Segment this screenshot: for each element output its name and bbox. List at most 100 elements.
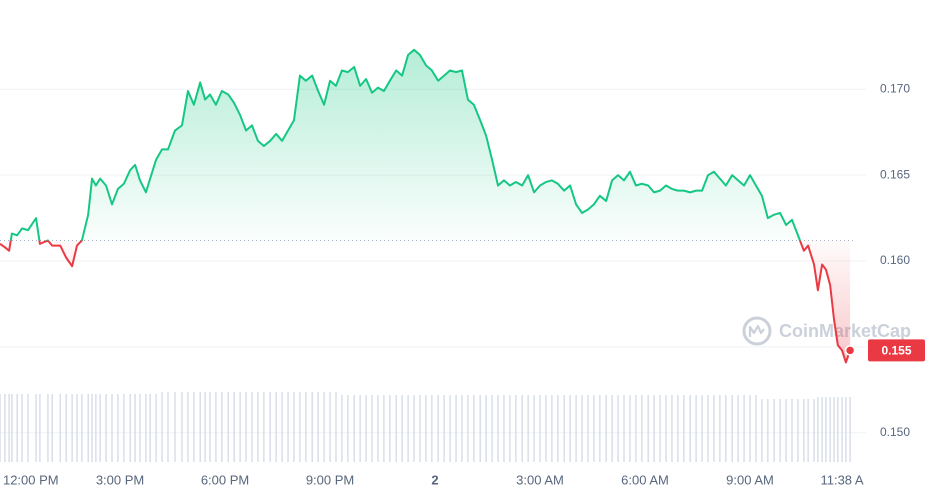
volume-bar [467, 395, 469, 462]
volume-bar [419, 395, 421, 462]
volume-bar [737, 395, 739, 462]
volume-bar [59, 394, 61, 462]
volume-bar [825, 397, 827, 462]
volume-bar [557, 395, 559, 462]
volume-bar [39, 394, 41, 462]
volume-bar [71, 394, 73, 462]
volume-bar [773, 399, 775, 462]
volume-bar [167, 392, 169, 462]
volume-bar [491, 395, 493, 462]
volume-bar [509, 395, 511, 462]
volume-bar [575, 395, 577, 462]
volume-bar [821, 397, 823, 462]
x-tick-label: 2 [431, 472, 438, 487]
volume-bar [641, 395, 643, 462]
plot [0, 48, 856, 364]
volume-bar [389, 395, 391, 462]
volume-bar [653, 395, 655, 462]
volume-bar [461, 395, 463, 462]
volume-bar [707, 395, 709, 462]
price-area [0, 49, 851, 363]
volume-bar [35, 394, 37, 462]
volume-bar [701, 395, 703, 462]
volume-bar [785, 399, 787, 462]
volume-bar [95, 394, 97, 462]
volume-bar [99, 394, 101, 462]
volume-bar [845, 397, 847, 462]
volume-bar [155, 394, 157, 462]
volume-bar [293, 392, 295, 462]
volume-bar [813, 399, 815, 462]
volume-bar [395, 395, 397, 462]
x-tick-label: 6:00 PM [201, 472, 249, 487]
volume-bar [21, 394, 23, 462]
volume-bar [245, 392, 247, 462]
volume-bar [269, 392, 271, 462]
watermark-logo [742, 316, 772, 346]
volume-bar [581, 395, 583, 462]
volume-bar [443, 395, 445, 462]
volume-bar [437, 395, 439, 462]
volume-bar [617, 395, 619, 462]
volume-bar [161, 392, 163, 462]
volume-bar [317, 392, 319, 462]
volume-bar [629, 395, 631, 462]
volume-bar [383, 395, 385, 462]
volume-bar [4, 394, 6, 462]
price-tag-label: 0.155 [881, 344, 911, 358]
volume-bar [695, 395, 697, 462]
x-tick-label: 3:00 AM [516, 472, 564, 487]
volume-bar [221, 392, 223, 462]
volume-bar [779, 399, 781, 462]
volume-bar [725, 395, 727, 462]
volume-bar [341, 395, 343, 462]
volume-bar [743, 395, 745, 462]
volume-bar [91, 394, 93, 462]
volume-bar [767, 399, 769, 462]
price-tag [868, 339, 925, 362]
volume-bar [257, 392, 259, 462]
volume-bar [11, 394, 13, 462]
x-tick-label: 9:00 PM [306, 472, 354, 487]
volume-bar [755, 395, 757, 462]
volume-bar [829, 397, 831, 462]
volume-bar [803, 399, 805, 462]
volume-bar [263, 392, 265, 462]
volume-bar [239, 392, 241, 462]
volume-bar [81, 394, 83, 462]
volume-bar [145, 394, 147, 462]
volume-bar [233, 392, 235, 462]
volume-bar [105, 394, 107, 462]
volume-bar [193, 392, 195, 462]
volume-bar [209, 392, 211, 462]
volume-bar [533, 395, 535, 462]
volume-bar [449, 395, 451, 462]
volume-bar [311, 392, 313, 462]
volume-bar [287, 392, 289, 462]
volume-bar [563, 395, 565, 462]
x-tick-label: 9:00 AM [726, 472, 774, 487]
y-tick-label: 0.165 [880, 167, 910, 181]
volume-bar [587, 395, 589, 462]
volume-bar [521, 395, 523, 462]
volume-bar [117, 394, 119, 462]
volume-bar [807, 399, 809, 462]
volume-bar [347, 395, 349, 462]
volume-bar [371, 395, 373, 462]
volume-bar [16, 394, 18, 462]
volume-bar [47, 394, 49, 462]
volume-bar [659, 395, 661, 462]
volume-bar [8, 394, 10, 462]
volume-bar [407, 395, 409, 462]
volume-bar [719, 395, 721, 462]
volume-bar [187, 392, 189, 462]
volume-bar [181, 392, 183, 462]
volume-bar [473, 395, 475, 462]
volume-bar [479, 395, 481, 462]
volume-bar [837, 397, 839, 462]
volume-bar [305, 392, 307, 462]
volume-bar [431, 395, 433, 462]
volume-bar [849, 397, 851, 462]
volume-bar [335, 392, 337, 462]
